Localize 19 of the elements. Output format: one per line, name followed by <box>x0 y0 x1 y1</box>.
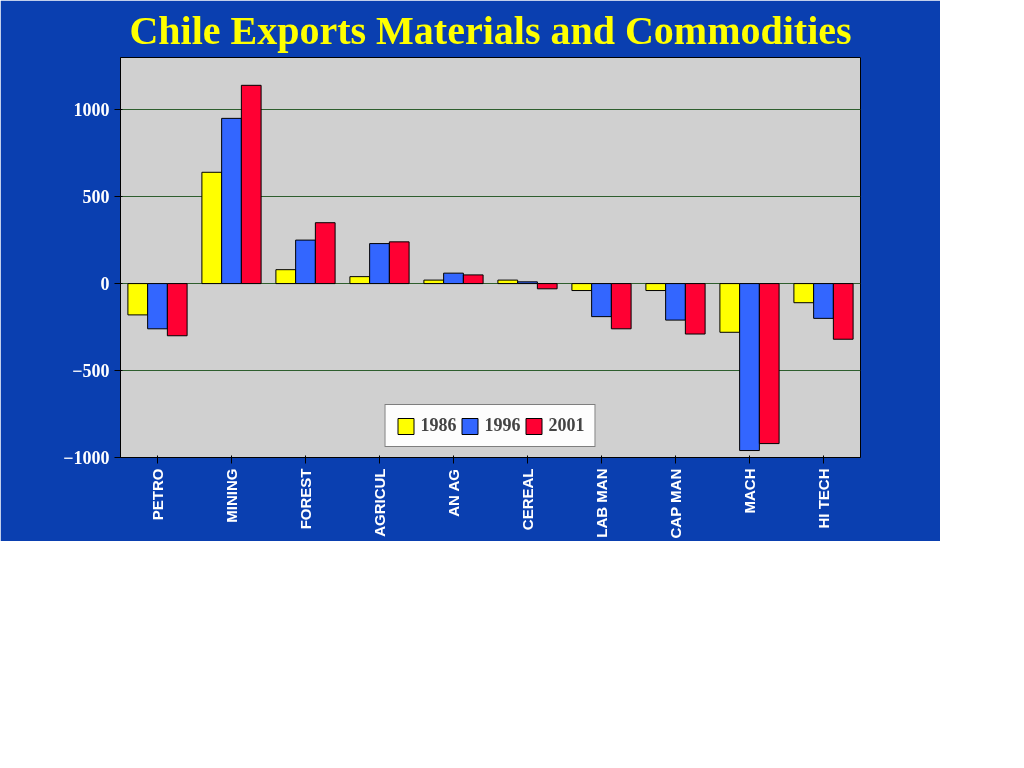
x-tick-label: CAP MAN <box>667 468 684 539</box>
y-tick-label: −500 <box>72 361 110 382</box>
y-tick-label: 1000 <box>73 100 110 121</box>
chart-title: Chile Exports Materials and Commodities <box>129 7 852 53</box>
legend-label: 1996 <box>484 415 521 436</box>
x-tick-label: MACH <box>741 468 758 514</box>
x-tick-label: HI TECH <box>815 468 832 529</box>
x-tick-label: FOREST <box>297 468 314 530</box>
y-tick-label: −1000 <box>63 448 110 468</box>
x-tick-label: PETRO <box>149 468 166 521</box>
y-tick-label: 500 <box>82 187 110 208</box>
x-tick-label: CEREAL <box>519 468 536 531</box>
x-tick-label: MINING <box>223 468 240 523</box>
x-tick-label: AN AG <box>445 469 462 517</box>
legend-label: 2001 <box>548 415 585 436</box>
x-tick-label: AGRICUL <box>371 468 388 537</box>
y-tick-label: 0 <box>100 274 110 295</box>
legend-label: 1986 <box>420 415 457 436</box>
x-tick-label: LAB MAN <box>593 468 610 538</box>
